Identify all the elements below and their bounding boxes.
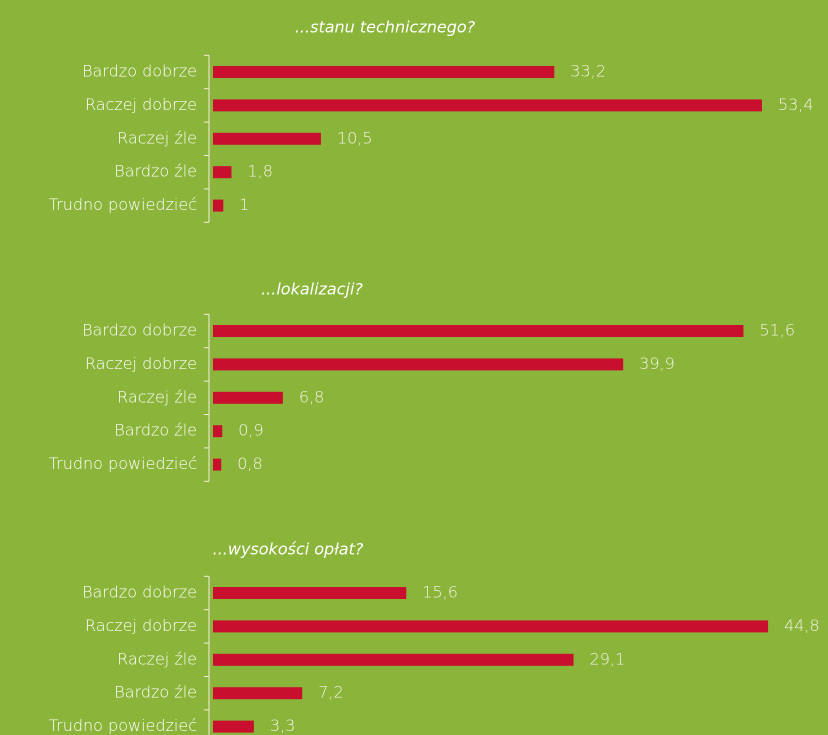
bar <box>213 458 222 471</box>
category-label: Trudno powiedzieć <box>49 454 197 473</box>
bar <box>213 653 574 666</box>
category-label: Raczej dobrze <box>85 95 197 114</box>
category-label: Raczej źle <box>117 387 197 406</box>
bar <box>213 132 321 145</box>
category-label: Bardzo dobrze <box>82 321 197 340</box>
value-label: 0,9 <box>238 421 263 440</box>
value-label: 10,5 <box>337 128 373 147</box>
bar <box>213 391 283 404</box>
value-label: 3,3 <box>270 716 295 735</box>
category-label: Bardzo źle <box>114 162 197 181</box>
category-label: Bardzo dobrze <box>82 62 197 81</box>
bar <box>213 66 555 78</box>
value-label: 7,2 <box>318 683 343 702</box>
bar <box>213 687 303 700</box>
bar <box>213 425 223 438</box>
value-label: 6,8 <box>299 387 324 406</box>
category-label: Raczej dobrze <box>85 616 197 635</box>
value-label: 1,8 <box>248 162 273 181</box>
category-label: Trudno powiedzieć <box>49 195 197 214</box>
chart-title: ...stanu technicznego? <box>295 18 476 37</box>
bar <box>213 166 232 179</box>
value-label: 39,9 <box>639 354 675 373</box>
category-label: Raczej dobrze <box>85 354 197 373</box>
category-label: Bardzo źle <box>114 683 197 702</box>
bar <box>213 720 254 733</box>
value-label: 0,8 <box>237 454 262 473</box>
category-label: Trudno powiedzieć <box>49 716 197 735</box>
bar <box>213 587 407 599</box>
bar <box>213 325 744 337</box>
value-label: 15,6 <box>422 583 458 602</box>
bar <box>213 99 762 112</box>
value-label: 29,1 <box>590 649 626 668</box>
bar <box>213 620 769 633</box>
category-label: Raczej źle <box>117 128 197 147</box>
value-label: 1 <box>239 195 249 214</box>
value-label: 51,6 <box>759 321 795 340</box>
value-label: 53,4 <box>778 95 814 114</box>
category-label: Bardzo dobrze <box>82 583 197 602</box>
value-label: 44,8 <box>784 616 820 635</box>
chart-title: ...wysokości opłat? <box>213 540 364 559</box>
chart-title: ...lokalizacji? <box>261 280 363 299</box>
category-label: Bardzo źle <box>114 421 197 440</box>
value-label: 33,2 <box>570 62 606 81</box>
category-label: Raczej źle <box>117 649 197 668</box>
bar <box>213 358 624 371</box>
bar <box>213 199 224 212</box>
